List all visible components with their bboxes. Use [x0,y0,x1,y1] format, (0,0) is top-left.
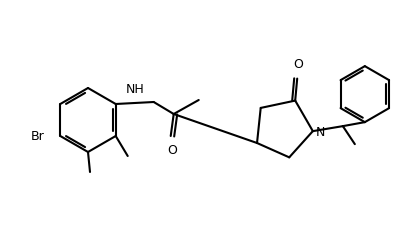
Text: N: N [316,126,325,139]
Text: O: O [293,58,303,71]
Text: NH: NH [125,83,144,96]
Text: Br: Br [30,130,44,144]
Text: O: O [167,144,177,157]
